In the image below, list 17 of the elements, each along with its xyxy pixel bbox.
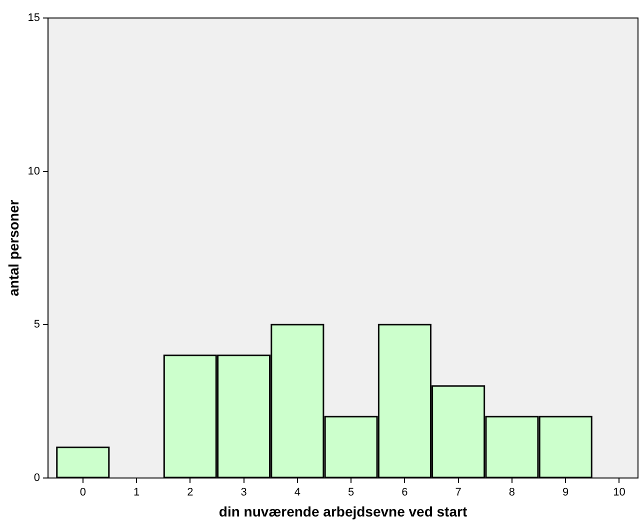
x-tick-label: 1 — [133, 486, 140, 499]
x-tick-label: 2 — [187, 486, 194, 499]
x-tick-label: 8 — [508, 486, 516, 499]
x-tick-label: 9 — [562, 486, 569, 499]
x-tick-label: 4 — [294, 486, 300, 499]
y-tick-label: 0 — [34, 472, 40, 484]
y-axis-title: antal personer — [5, 199, 22, 296]
x-tick-label: 7 — [455, 486, 462, 499]
x-tick-label: 10 — [613, 486, 626, 499]
y-tick-label: 5 — [34, 318, 40, 331]
x-tick-label: 3 — [240, 486, 247, 499]
x-tick-label: 5 — [348, 486, 354, 499]
x-axis-title: din nuværende arbejdsevne ved start — [218, 503, 468, 520]
y-tick-label: 15 — [28, 12, 40, 24]
y-tick-label: 10 — [28, 165, 40, 178]
x-tick-label: 0 — [80, 486, 86, 499]
x-tick-label: 6 — [402, 486, 408, 499]
